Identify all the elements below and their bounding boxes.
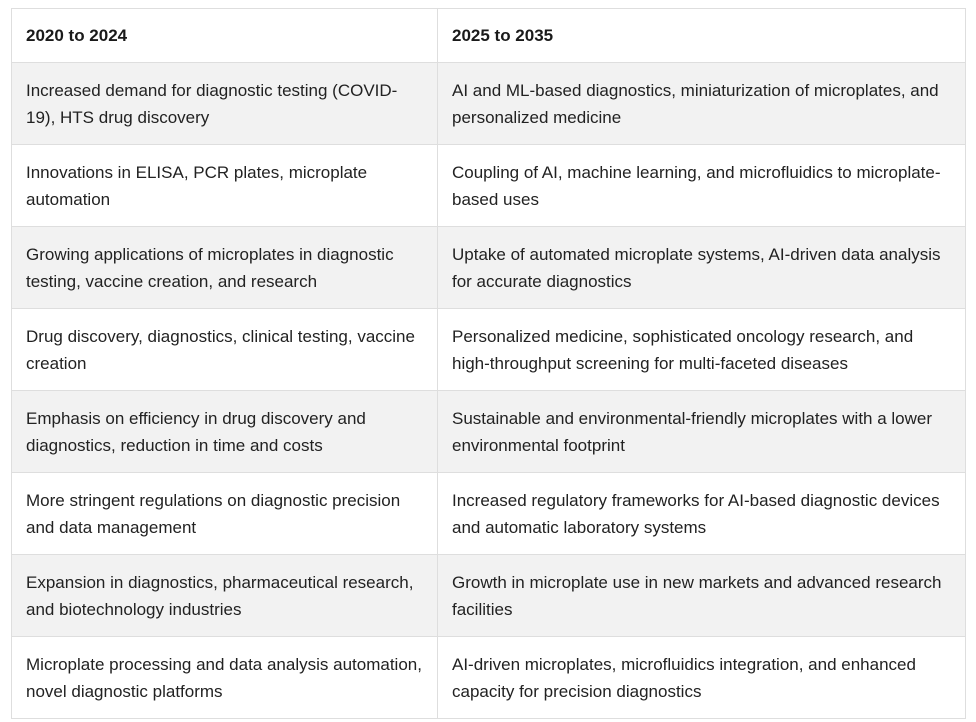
table-cell-2025-2035: Personalized medicine, sophisticated onc… bbox=[437, 308, 966, 391]
table-cell-2025-2035: Uptake of automated microplate systems, … bbox=[437, 226, 966, 309]
table-cell-2025-2035: Sustainable and environmental-friendly m… bbox=[437, 390, 966, 473]
table-row: Innovations in ELISA, PCR plates, microp… bbox=[11, 144, 966, 227]
table-row: Emphasis on efficiency in drug discovery… bbox=[11, 390, 966, 473]
table-cell-2025-2035: Increased regulatory frameworks for AI-b… bbox=[437, 472, 966, 555]
table-body: Increased demand for diagnostic testing … bbox=[11, 62, 966, 719]
table-header: 2020 to 2024 2025 to 2035 bbox=[11, 8, 966, 63]
table-row: Drug discovery, diagnostics, clinical te… bbox=[11, 308, 966, 391]
table-row: More stringent regulations on diagnostic… bbox=[11, 472, 966, 555]
table-cell-2020-2024: Emphasis on efficiency in drug discovery… bbox=[11, 390, 438, 473]
table-cell-2025-2035: Growth in microplate use in new markets … bbox=[437, 554, 966, 637]
table-cell-2020-2024: Drug discovery, diagnostics, clinical te… bbox=[11, 308, 438, 391]
table-cell-2020-2024: Increased demand for diagnostic testing … bbox=[11, 62, 438, 145]
table-row: Growing applications of microplates in d… bbox=[11, 226, 966, 309]
table-cell-2020-2024: Microplate processing and data analysis … bbox=[11, 636, 438, 719]
table-row: Expansion in diagnostics, pharmaceutical… bbox=[11, 554, 966, 637]
table-cell-2025-2035: Coupling of AI, machine learning, and mi… bbox=[437, 144, 966, 227]
table-cell-2020-2024: More stringent regulations on diagnostic… bbox=[11, 472, 438, 555]
table-cell-2020-2024: Innovations in ELISA, PCR plates, microp… bbox=[11, 144, 438, 227]
column-header-2020-2024: 2020 to 2024 bbox=[11, 8, 438, 63]
header-row: 2020 to 2024 2025 to 2035 bbox=[11, 8, 966, 63]
table-row: Microplate processing and data analysis … bbox=[11, 636, 966, 719]
table-cell-2025-2035: AI and ML-based diagnostics, miniaturiza… bbox=[437, 62, 966, 145]
comparison-table-container: 2020 to 2024 2025 to 2035 Increased dema… bbox=[11, 8, 966, 719]
table-cell-2025-2035: AI-driven microplates, microfluidics int… bbox=[437, 636, 966, 719]
comparison-table: 2020 to 2024 2025 to 2035 Increased dema… bbox=[11, 8, 966, 719]
table-row: Increased demand for diagnostic testing … bbox=[11, 62, 966, 145]
table-cell-2020-2024: Growing applications of microplates in d… bbox=[11, 226, 438, 309]
column-header-2025-2035: 2025 to 2035 bbox=[437, 8, 966, 63]
table-cell-2020-2024: Expansion in diagnostics, pharmaceutical… bbox=[11, 554, 438, 637]
